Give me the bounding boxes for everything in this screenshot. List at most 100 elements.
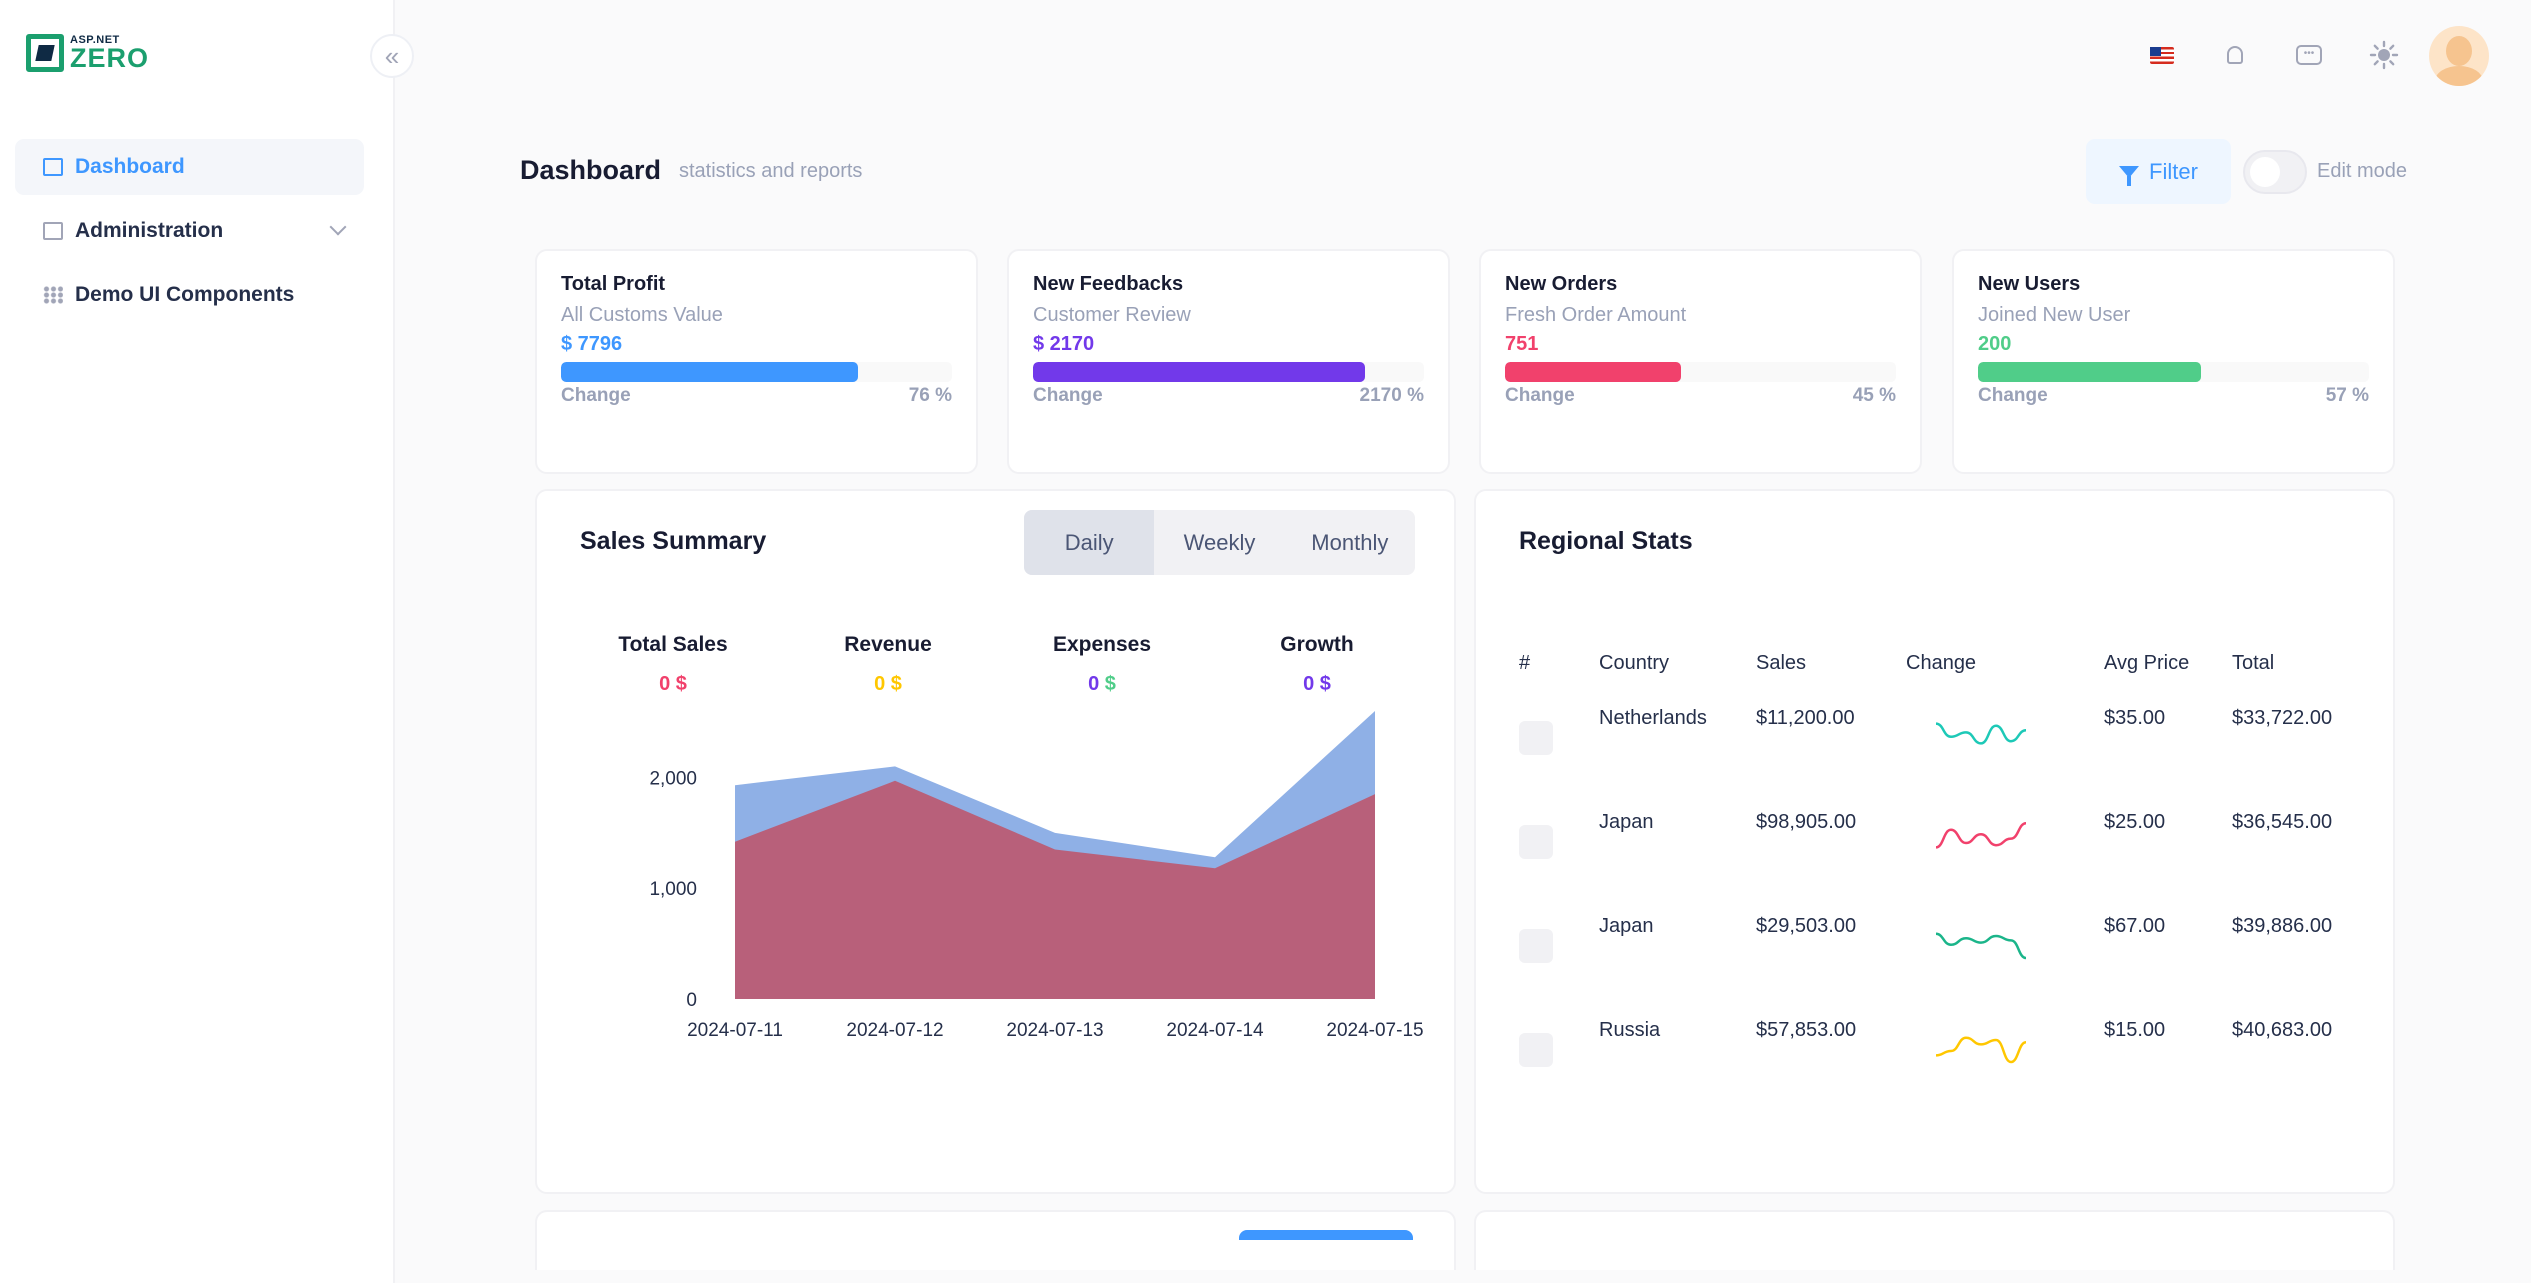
stat-progress-fill <box>1978 362 2201 382</box>
row-total: $39,886.00 <box>2232 915 2333 937</box>
stat-subtitle: Joined New User <box>1978 304 2131 326</box>
stat-title: Total Profit <box>561 273 666 295</box>
sidebar-item-label: Administration <box>75 219 224 242</box>
row-total: $36,545.00 <box>2232 811 2333 833</box>
kpi-label: Total Sales <box>618 633 728 656</box>
x-tick-label: 2024-07-14 <box>1166 1020 1264 1041</box>
sparkline-path <box>1935 821 2027 849</box>
theme-toggle-button[interactable] <box>2365 36 2403 74</box>
sparkline-path <box>1935 722 2027 745</box>
column-header-index: # <box>1519 652 1531 674</box>
sales-summary-title: Sales Summary <box>580 527 767 555</box>
row-sales: $57,853.00 <box>1756 1019 1857 1041</box>
row-checkbox[interactable] <box>1519 1033 1553 1067</box>
row-country: Japan <box>1599 811 1654 833</box>
column-header-sales: Sales <box>1756 652 1807 674</box>
stat-value: $ 2170 <box>1033 333 1095 355</box>
row-sales: $29,503.00 <box>1756 915 1857 937</box>
stat-progress-fill <box>1033 362 1366 382</box>
sparkline-path <box>1935 932 2027 960</box>
stat-card-new-users: New Users Joined New User 200 Change 57 % <box>1952 249 2395 474</box>
filter-button-label: Filter <box>2149 158 2198 184</box>
tab-monthly[interactable]: Monthly <box>1311 529 1389 555</box>
admin-icon <box>43 222 63 240</box>
stat-progress-fill <box>561 362 859 382</box>
sidebar-item-label: Dashboard <box>75 155 185 178</box>
sidebar-item-administration[interactable]: Administration <box>15 203 364 259</box>
chart-icon <box>43 158 63 176</box>
row-avg-price: $67.00 <box>2104 915 2166 937</box>
edit-mode-toggle[interactable] <box>2243 150 2307 194</box>
sparkline-path <box>1935 1036 2027 1064</box>
kpi-growth: Growth 0 $ <box>1227 633 1407 696</box>
row-change-sparkline <box>1935 1036 2027 1064</box>
sun-icon <box>2369 40 2399 70</box>
stat-change-value: 57 % <box>2325 385 2369 406</box>
bottom-card-button[interactable] <box>1239 1230 1413 1240</box>
row-avg-price: $25.00 <box>2104 811 2166 833</box>
chevron-down-icon <box>329 218 347 236</box>
y-tick-label: 2,000 <box>649 768 697 789</box>
stat-subtitle: Fresh Order Amount <box>1505 304 1687 326</box>
sidebar-item-dashboard[interactable]: Dashboard <box>15 139 364 195</box>
kpi-value: 0 $ <box>1088 673 1116 695</box>
bell-icon <box>2227 46 2243 64</box>
app-logo[interactable]: ASP.NET ZERO <box>26 34 149 72</box>
logo-small-text: ASP.NET <box>70 33 120 46</box>
page-title: Dashboard <box>520 155 662 185</box>
logo-big-text: ZERO <box>70 42 150 73</box>
stat-change-value: 76 % <box>908 385 952 406</box>
x-tick-label: 2024-07-11 <box>687 1020 783 1041</box>
stat-title: New Orders <box>1505 273 1618 295</box>
language-button[interactable] <box>2143 36 2181 74</box>
chat-button[interactable]: ••• <box>2290 36 2328 74</box>
stat-title: New Feedbacks <box>1033 273 1184 295</box>
sidebar-item-demo-ui-components[interactable]: Demo UI Components <box>15 267 364 323</box>
sales-summary-card: Sales Summary Daily Weekly Monthly Total… <box>535 489 1456 1194</box>
logo-mark-icon <box>26 34 64 72</box>
row-country: Japan <box>1599 915 1654 937</box>
kpi-label: Growth <box>1280 633 1354 656</box>
column-header-total: Total <box>2232 652 2275 674</box>
stat-progress-bar <box>1033 362 1424 382</box>
row-checkbox[interactable] <box>1519 825 1553 859</box>
bottom-left-card <box>535 1210 1456 1270</box>
row-checkbox[interactable] <box>1519 721 1553 755</box>
stat-card-total-profit: Total Profit All Customs Value $ 7796 Ch… <box>535 249 978 474</box>
stat-change-label: Change <box>1033 385 1103 406</box>
stat-progress-fill <box>1505 362 1681 382</box>
kpi-value: 0 $ <box>659 673 687 695</box>
column-header-change: Change <box>1906 652 1977 674</box>
stat-card-new-feedbacks: New Feedbacks Customer Review $ 2170 Cha… <box>1007 249 1450 474</box>
stat-change-value: 45 % <box>1852 385 1896 406</box>
stat-title: New Users <box>1978 273 2081 295</box>
row-avg-price: $35.00 <box>2104 707 2166 729</box>
stat-change-value: 2170 % <box>1359 385 1424 406</box>
regional-stats-title: Regional Stats <box>1519 527 1693 555</box>
notifications-button[interactable] <box>2216 36 2254 74</box>
row-avg-price: $15.00 <box>2104 1019 2166 1041</box>
avatar[interactable] <box>2429 26 2489 86</box>
x-tick-label: 2024-07-13 <box>1006 1020 1103 1041</box>
column-header-country: Country <box>1599 652 1670 674</box>
filter-button[interactable]: Filter <box>2086 139 2231 204</box>
row-total: $40,683.00 <box>2232 1019 2333 1041</box>
bottom-right-card <box>1474 1210 2395 1270</box>
page-subtitle: statistics and reports <box>679 160 863 182</box>
chat-icon: ••• <box>2296 45 2322 65</box>
column-header-avg-price: Avg Price <box>2104 652 2190 674</box>
regional-stats-card: Regional Stats # Country Sales Change Av… <box>1474 489 2395 1194</box>
funnel-icon <box>2119 165 2140 186</box>
stat-progress-bar <box>1505 362 1896 382</box>
tab-weekly[interactable]: Weekly <box>1183 529 1256 555</box>
x-tick-label: 2024-07-12 <box>846 1020 943 1041</box>
sidebar-item-label: Demo UI Components <box>75 283 295 306</box>
sidebar-collapse-button[interactable]: « <box>370 34 414 78</box>
row-checkbox[interactable] <box>1519 929 1553 963</box>
stat-progress-bar <box>1978 362 2369 382</box>
kpi-revenue: Revenue 0 $ <box>798 633 978 696</box>
row-total: $33,722.00 <box>2232 707 2333 729</box>
tab-daily[interactable]: Daily <box>1024 510 1155 575</box>
kpi-label: Expenses <box>1052 633 1152 656</box>
stat-subtitle: All Customs Value <box>561 304 723 326</box>
